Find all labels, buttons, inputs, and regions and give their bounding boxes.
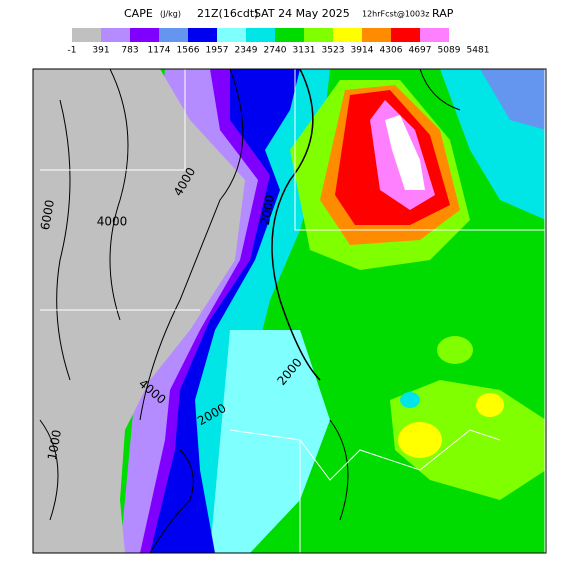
title-part: 21Z(16cdt) xyxy=(197,7,258,20)
cape-region xyxy=(476,393,504,417)
colorbar-swatch xyxy=(130,28,159,42)
colorbar-swatch xyxy=(304,28,333,42)
colorbar-label: 1566 xyxy=(177,46,200,56)
contour-label: 2000 xyxy=(258,194,277,227)
colorbar-swatch xyxy=(101,28,130,42)
colorbar-swatch xyxy=(391,28,420,42)
colorbar: -1 391 783 1174 1566 1957 2349 2740 3131 3523 3914… xyxy=(68,28,490,56)
colorbar-label: 5089 xyxy=(438,46,461,56)
title-part: SAT 24 May 2025 xyxy=(254,7,350,20)
colorbar-label: 4697 xyxy=(409,46,432,56)
colorbar-label: 3914 xyxy=(351,46,374,56)
colorbar-swatch xyxy=(72,28,101,42)
colorbar-swatch xyxy=(333,28,362,42)
colorbar-label: 3131 xyxy=(293,46,316,56)
cape-region xyxy=(398,422,442,458)
colorbar-swatch xyxy=(188,28,217,42)
contour-label: 6000 xyxy=(38,199,57,232)
title-part: RAP xyxy=(432,7,454,20)
colorbar-swatch xyxy=(449,28,478,42)
colorbar-swatch xyxy=(275,28,304,42)
colorbar-label: 4306 xyxy=(380,46,403,56)
cape-region xyxy=(400,392,420,408)
contour-label: 1000 xyxy=(45,429,64,462)
colorbar-swatch xyxy=(246,28,275,42)
colorbar-swatch xyxy=(420,28,449,42)
colorbar-label: 783 xyxy=(121,46,138,56)
cape-region xyxy=(33,69,245,553)
colorbar-swatch xyxy=(159,28,188,42)
colorbar-label: 1174 xyxy=(148,46,171,56)
cape-region xyxy=(480,69,546,130)
contour-label: 4000 xyxy=(97,215,128,229)
title-part: (J/kg) xyxy=(160,10,181,19)
colorbar-label: 5481 xyxy=(467,46,490,56)
colorbar-label: 3523 xyxy=(322,46,345,56)
map-frame xyxy=(32,68,547,554)
cape-region xyxy=(385,115,425,190)
borders xyxy=(40,69,546,553)
colorbar-label: 2349 xyxy=(235,46,258,56)
map: 6000 4000 4000 2000 2000 4000 2000 1000 xyxy=(32,68,547,554)
cape-region xyxy=(390,380,546,500)
contours xyxy=(39,69,461,553)
cape-region xyxy=(437,336,473,364)
colorbar-swatch xyxy=(217,28,246,42)
colorbar-label: 1957 xyxy=(206,46,229,56)
colorbar-swatch xyxy=(362,28,391,42)
colorbar-label: -1 xyxy=(68,46,77,56)
title: CAPE (J/kg) 21Z(16cdt) SAT 24 May 2025 1… xyxy=(124,7,454,20)
colorbar-label: 391 xyxy=(92,46,109,56)
title-part: 12hrFcst@1003z xyxy=(362,10,429,19)
colorbar-label: 2740 xyxy=(264,46,287,56)
title-part: CAPE xyxy=(124,7,153,20)
